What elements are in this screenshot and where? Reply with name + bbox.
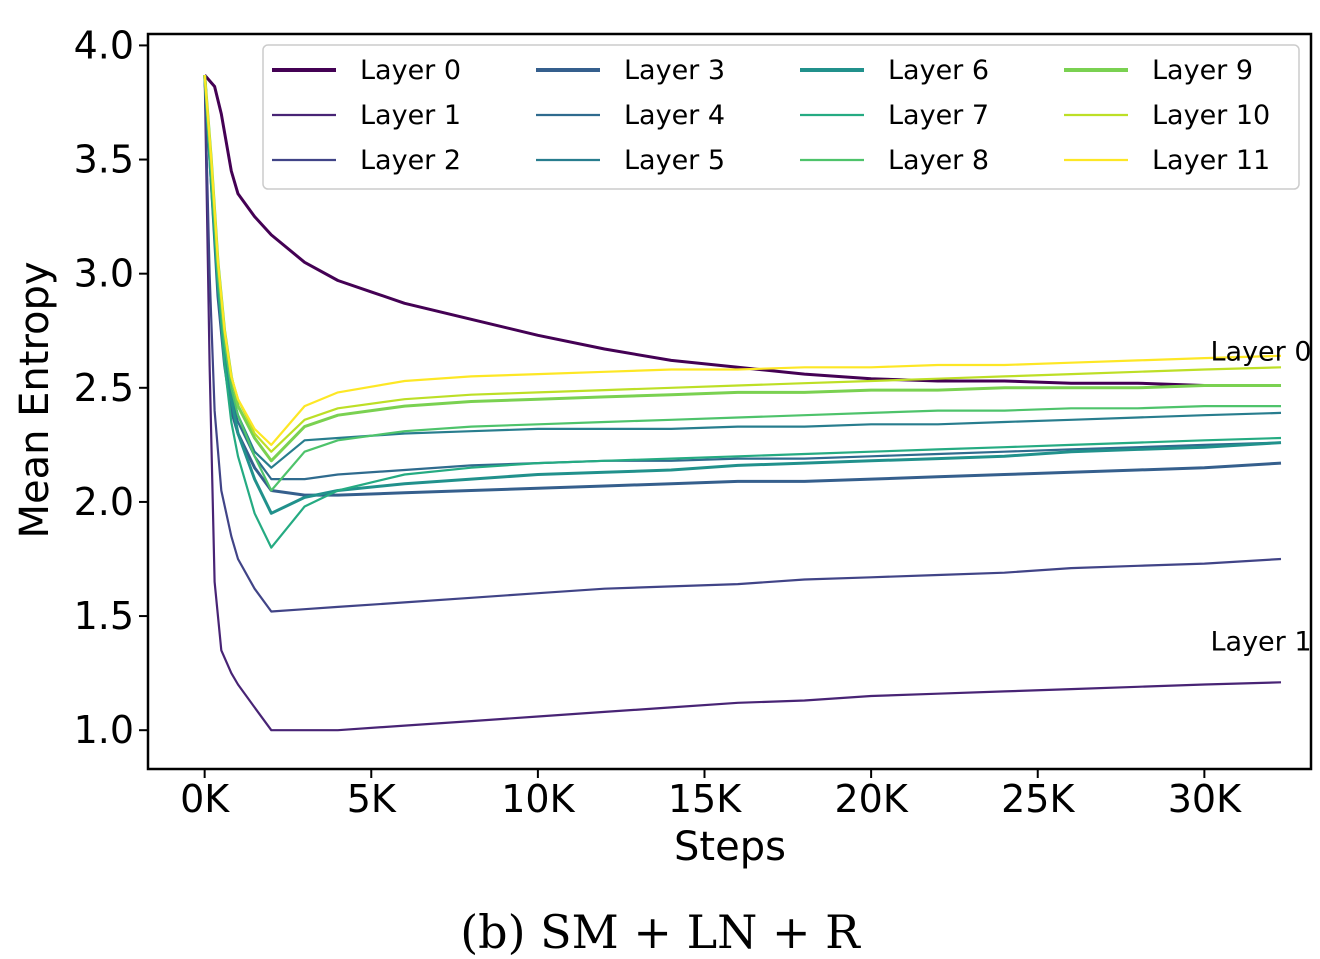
annotation-label: Layer 0 — [1210, 336, 1311, 367]
legend-label-layer-2: Layer 2 — [360, 145, 461, 176]
x-tick-label: 10K — [501, 777, 575, 821]
x-tick-label: 5K — [347, 777, 397, 821]
legend-label-layer-6: Layer 6 — [888, 55, 989, 86]
legend-label-layer-1: Layer 1 — [360, 100, 461, 131]
series-line-layer-6 — [203, 75, 1282, 515]
legend-label-layer-4: Layer 4 — [624, 100, 725, 131]
annotations: Layer 0 Layer 1 — [1210, 336, 1311, 657]
series-layer — [203, 74, 1282, 732]
y-tick-label: 3.5 — [74, 138, 134, 182]
series-line-layer-8 — [203, 75, 1281, 492]
legend-label-layer-10: Layer 10 — [1152, 100, 1270, 131]
x-tick-label: 20K — [834, 777, 908, 821]
legend-label-layer-11: Layer 11 — [1152, 145, 1270, 176]
x-tick-label: 15K — [668, 777, 742, 821]
x-axis-title: Steps — [674, 824, 786, 870]
series-line-layer-7 — [203, 75, 1282, 549]
legend-box — [262, 44, 1300, 190]
series-line-layer-2 — [203, 75, 1282, 613]
y-tick-label: 4.0 — [74, 23, 134, 67]
series-line-layer-3 — [203, 75, 1282, 497]
entropy-line-chart: 0K 5K 10K 15K 20K 25K 30K 1.0 1.5 2.0 2.5 3.0 3.5 4.… — [12, 23, 1313, 870]
y-axis-title: Mean Entropy — [12, 261, 58, 538]
x-tick-label: 0K — [180, 777, 230, 821]
y-axis: 1.0 1.5 2.0 2.5 3.0 3.5 4.0 — [74, 23, 148, 752]
legend-label-layer-3: Layer 3 — [624, 55, 725, 86]
plot-frame — [146, 32, 1313, 771]
legend: Layer 0 Layer 1 Layer 2 Layer 3 Layer 4 Layer… — [262, 44, 1300, 190]
x-tick-label: 25K — [1001, 777, 1075, 821]
x-tick-label: 30K — [1168, 777, 1242, 821]
figure-caption: (b) SM + LN + R — [460, 905, 860, 959]
legend-label-layer-8: Layer 8 — [888, 145, 989, 176]
y-tick-label: 1.0 — [74, 708, 134, 752]
legend-label-layer-7: Layer 7 — [888, 100, 989, 131]
y-tick-label: 2.0 — [74, 480, 134, 524]
series-line-layer-1 — [203, 75, 1282, 732]
legend-label-layer-5: Layer 5 — [624, 145, 725, 176]
series-line-layer-0 — [203, 74, 1281, 387]
y-tick-label: 1.5 — [74, 594, 134, 638]
legend-label-layer-0: Layer 0 — [360, 55, 461, 86]
x-axis: 0K 5K 10K 15K 20K 25K 30K — [180, 769, 1242, 821]
y-tick-label: 3.0 — [74, 252, 134, 296]
y-tick-label: 2.5 — [74, 366, 134, 410]
series-line-layer-11 — [203, 75, 1282, 446]
legend-label-layer-9: Layer 9 — [1152, 55, 1253, 86]
annotation-label: Layer 1 — [1210, 626, 1311, 657]
